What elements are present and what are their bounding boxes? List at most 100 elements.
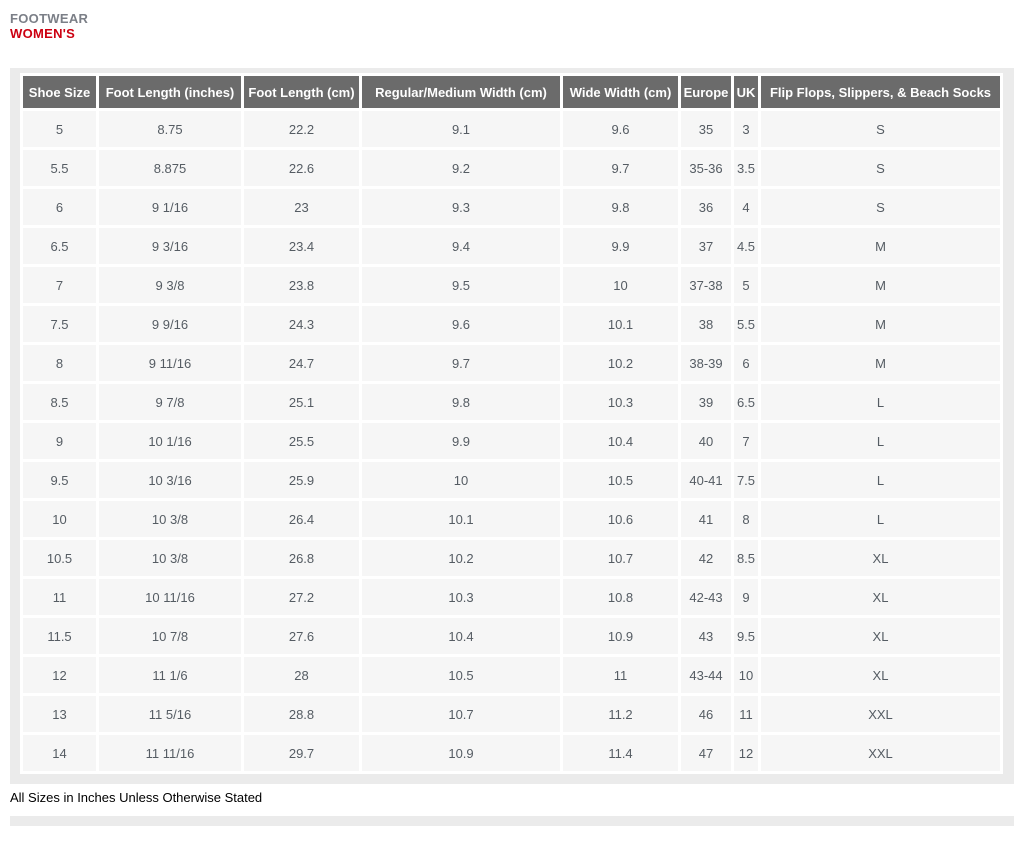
table-cell: 9.4	[362, 228, 560, 264]
table-cell: 37-38	[681, 267, 731, 303]
column-header: Wide Width (cm)	[563, 76, 678, 108]
size-chart-inner: Shoe Size Foot Length (inches) Foot Length…	[20, 73, 1003, 774]
column-header: Europe	[681, 76, 731, 108]
table-cell: 27.2	[244, 579, 359, 615]
table-cell: 9.2	[362, 150, 560, 186]
table-cell: 10.5	[563, 462, 678, 498]
table-cell: 9 11/16	[99, 345, 241, 381]
table-cell: 41	[681, 501, 731, 537]
table-row: 6.5 9 3/16 23.4 9.4 9.9 37 4.5 M	[23, 228, 1000, 264]
table-row: 8.5 9 7/8 25.1 9.8 10.3 39 6.5 L	[23, 384, 1000, 420]
table-cell: 9	[23, 423, 96, 459]
table-cell: 9.3	[362, 189, 560, 225]
table-cell: 9 7/8	[99, 384, 241, 420]
table-cell: 24.3	[244, 306, 359, 342]
table-cell: 11	[563, 657, 678, 693]
category-label: FOOTWEAR	[10, 11, 89, 26]
table-cell: 8.5	[23, 384, 96, 420]
table-cell: 22.6	[244, 150, 359, 186]
table-cell: 47	[681, 735, 731, 771]
column-header: UK	[734, 76, 758, 108]
table-cell: 9 1/16	[99, 189, 241, 225]
table-cell: 25.5	[244, 423, 359, 459]
table-cell: 9 3/16	[99, 228, 241, 264]
table-cell: M	[761, 345, 1000, 381]
table-row: 12 11 1/6 28 10.5 11 43-44 10 XL	[23, 657, 1000, 693]
table-cell: 9.8	[362, 384, 560, 420]
table-cell: 10 3/8	[99, 540, 241, 576]
table-cell: 11	[23, 579, 96, 615]
table-cell: 10.8	[563, 579, 678, 615]
size-chart-panel: Shoe Size Foot Length (inches) Foot Length…	[10, 68, 1014, 784]
table-cell: 38-39	[681, 345, 731, 381]
table-cell: 23.8	[244, 267, 359, 303]
table-cell: 8.5	[734, 540, 758, 576]
table-cell: 10.9	[563, 618, 678, 654]
table-row: 9.5 10 3/16 25.9 10 10.5 40-41 7.5 L	[23, 462, 1000, 498]
table-cell: 43	[681, 618, 731, 654]
table-cell: S	[761, 111, 1000, 147]
table-cell: 10.5	[23, 540, 96, 576]
table-cell: 10.9	[362, 735, 560, 771]
table-cell: 23.4	[244, 228, 359, 264]
table-cell: XXL	[761, 735, 1000, 771]
table-cell: 10	[23, 501, 96, 537]
table-cell: 25.9	[244, 462, 359, 498]
table-row: 11 10 11/16 27.2 10.3 10.8 42-43 9 XL	[23, 579, 1000, 615]
table-cell: 10.1	[362, 501, 560, 537]
table-row: 7.5 9 9/16 24.3 9.6 10.1 38 5.5 M	[23, 306, 1000, 342]
table-cell: L	[761, 462, 1000, 498]
table-cell: 7	[23, 267, 96, 303]
table-cell: 9.7	[563, 150, 678, 186]
table-cell: 40	[681, 423, 731, 459]
table-cell: 11.5	[23, 618, 96, 654]
table-cell: 23	[244, 189, 359, 225]
table-cell: 7	[734, 423, 758, 459]
table-cell: 43-44	[681, 657, 731, 693]
table-cell: 10.3	[563, 384, 678, 420]
table-cell: 10.2	[362, 540, 560, 576]
table-cell: 22.2	[244, 111, 359, 147]
table-row: 5 8.75 22.2 9.1 9.6 35 3 S	[23, 111, 1000, 147]
table-cell: 10	[362, 462, 560, 498]
table-cell: 9.5	[23, 462, 96, 498]
table-cell: 6	[734, 345, 758, 381]
table-cell: 5.5	[734, 306, 758, 342]
table-cell: XL	[761, 579, 1000, 615]
table-cell: 40-41	[681, 462, 731, 498]
table-cell: 10.2	[563, 345, 678, 381]
table-cell: 10.1	[563, 306, 678, 342]
table-cell: 42	[681, 540, 731, 576]
table-cell: 27.6	[244, 618, 359, 654]
subcategory-label: WOMEN'S	[10, 26, 76, 41]
table-cell: 4.5	[734, 228, 758, 264]
table-cell: XXL	[761, 696, 1000, 732]
table-cell: 10	[734, 657, 758, 693]
table-cell: 26.4	[244, 501, 359, 537]
table-cell: 35	[681, 111, 731, 147]
table-cell: 36	[681, 189, 731, 225]
table-cell: XL	[761, 540, 1000, 576]
table-cell: 3	[734, 111, 758, 147]
page-heading: FOOTWEAR WOMEN'S	[0, 0, 1024, 41]
table-cell: 25.1	[244, 384, 359, 420]
table-cell: 10.6	[563, 501, 678, 537]
table-cell: 12	[734, 735, 758, 771]
table-cell: 10 11/16	[99, 579, 241, 615]
table-cell: 10.3	[362, 579, 560, 615]
table-cell: 6.5	[734, 384, 758, 420]
table-row: 11.5 10 7/8 27.6 10.4 10.9 43 9.5 XL	[23, 618, 1000, 654]
table-cell: 13	[23, 696, 96, 732]
table-cell: 10 3/16	[99, 462, 241, 498]
table-cell: 26.8	[244, 540, 359, 576]
table-row: 5.5 8.875 22.6 9.2 9.7 35-36 3.5 S	[23, 150, 1000, 186]
table-cell: 10.4	[362, 618, 560, 654]
table-cell: 10.7	[362, 696, 560, 732]
column-header: Flip Flops, Slippers, & Beach Socks	[761, 76, 1000, 108]
table-cell: 9.5	[362, 267, 560, 303]
table-cell: 9 9/16	[99, 306, 241, 342]
table-cell: 10 7/8	[99, 618, 241, 654]
header-row: Shoe Size Foot Length (inches) Foot Length…	[23, 76, 1000, 108]
footnote: All Sizes in Inches Unless Otherwise Sta…	[10, 790, 263, 805]
